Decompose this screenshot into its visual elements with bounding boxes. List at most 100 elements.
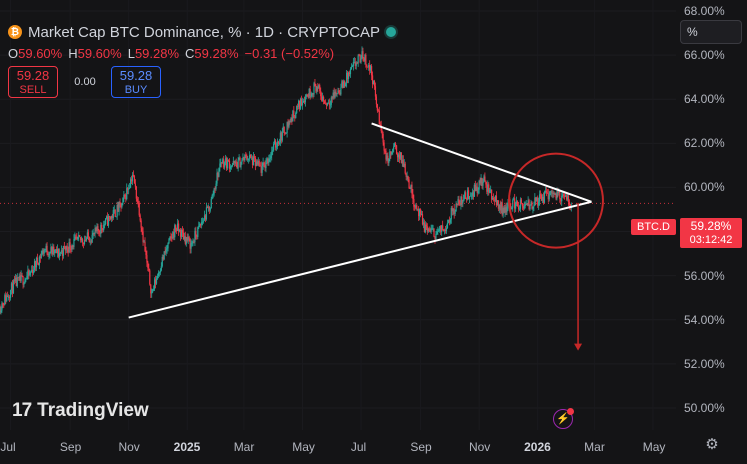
candle-body (289, 121, 291, 123)
candle-body (452, 208, 454, 212)
candle-body (491, 197, 494, 200)
candle-body (516, 201, 519, 207)
y-tick-label: 54.00% (684, 312, 725, 327)
symbol-header[interactable]: ₿ Market Cap BTC Dominance, % · 1D · CRY… (8, 22, 397, 42)
candle-body (409, 188, 411, 190)
candle-body (257, 161, 259, 165)
candle-body (457, 199, 459, 205)
candle-body (93, 233, 95, 235)
candle-body (279, 132, 281, 143)
candle-body (503, 207, 505, 213)
candle-body (507, 202, 509, 207)
candle-body (185, 237, 187, 244)
candle-body (277, 141, 280, 144)
close-value: 59.28% (194, 46, 239, 61)
candle-body (423, 222, 426, 232)
candle-body (476, 186, 478, 193)
candle-body (222, 159, 224, 164)
candle-body (332, 92, 334, 99)
candle-body (376, 104, 378, 111)
candle-body (135, 186, 137, 199)
candle-body (242, 157, 244, 160)
candle-body (96, 226, 98, 231)
candle-body (1, 303, 3, 311)
candle-body (351, 66, 354, 68)
scale-mode-button[interactable]: % (680, 20, 742, 44)
candle-body (36, 257, 39, 263)
candle-body (152, 289, 154, 293)
candle-body (349, 68, 352, 75)
candle-body (111, 215, 113, 219)
candle-body (474, 184, 476, 191)
candle-body (44, 249, 46, 251)
candle-body (480, 178, 482, 184)
candle-body (513, 198, 515, 201)
candle-body (558, 190, 560, 193)
candle-body (512, 200, 514, 208)
candle-body (51, 247, 53, 255)
candle-body (64, 246, 66, 251)
candle-body (169, 236, 171, 239)
candle-body (347, 72, 350, 79)
candle-body (273, 144, 275, 151)
candle-body (317, 86, 319, 88)
candle-body (256, 161, 258, 165)
candle-body (39, 256, 41, 259)
candle-body (528, 200, 530, 210)
buy-label: BUY (124, 84, 148, 96)
candle-body (432, 228, 434, 230)
candle-body (66, 246, 68, 250)
candle-body (488, 184, 490, 193)
candle-body (263, 162, 265, 166)
candle-body (431, 228, 433, 230)
candle-body (173, 231, 175, 238)
candle-body (103, 224, 105, 231)
candle-body (184, 236, 186, 244)
candle-body (481, 178, 483, 186)
sell-button[interactable]: 59.28 SELL (8, 66, 58, 98)
candle-body (132, 175, 135, 177)
candle-body (424, 224, 426, 232)
candle-body (87, 232, 89, 238)
candle-body (100, 224, 102, 234)
settings-gear-icon[interactable]: ⚙ (705, 436, 719, 453)
candle-body (440, 226, 442, 232)
lightning-icon[interactable]: ⚡ (553, 409, 573, 429)
candle-body (116, 204, 118, 217)
candle-body (410, 184, 412, 189)
buy-price: 59.28 (119, 68, 153, 83)
candle-body (555, 193, 557, 199)
candle-body (237, 159, 239, 169)
candle-body (121, 203, 123, 208)
candle-body (472, 192, 474, 197)
candle-body (350, 66, 353, 69)
candle-body (228, 160, 231, 169)
market-status-icon (386, 27, 397, 37)
candle-body (154, 279, 157, 284)
candle-body (30, 271, 32, 273)
candle-body (527, 200, 529, 206)
candle-body (419, 209, 422, 215)
candle-body (274, 140, 277, 148)
candle-body (470, 195, 473, 197)
candle-body (303, 101, 305, 103)
candle-body (538, 201, 540, 206)
candle-body (557, 191, 559, 193)
candle-body (123, 194, 125, 198)
candle-body (398, 154, 401, 159)
trendline-lower (128, 200, 592, 319)
candle-body (105, 218, 107, 224)
candle-body (16, 277, 18, 287)
candle-body (113, 209, 115, 211)
tradingview-logo[interactable]: 17 TradingView (12, 400, 149, 422)
candle-body (498, 205, 500, 209)
candle-body (460, 196, 462, 205)
candle-body (552, 192, 554, 194)
candle-body (518, 208, 521, 210)
candle-body (101, 224, 103, 229)
buy-button[interactable]: 59.28 BUY (111, 66, 161, 98)
candle-body (469, 195, 472, 197)
candle-body (281, 130, 283, 141)
candle-body (362, 51, 364, 59)
